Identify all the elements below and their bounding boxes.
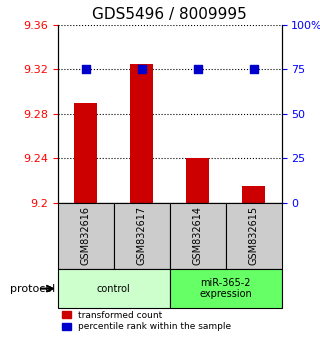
Text: miR-365-2
expression: miR-365-2 expression	[199, 278, 252, 299]
Point	[195, 67, 200, 72]
FancyBboxPatch shape	[226, 202, 282, 269]
Text: protocol: protocol	[10, 284, 55, 293]
Bar	[243, 186, 265, 202]
Text: GSM832615: GSM832615	[249, 206, 259, 266]
FancyBboxPatch shape	[114, 202, 170, 269]
Title: GDS5496 / 8009995: GDS5496 / 8009995	[92, 7, 247, 22]
Bar	[74, 103, 97, 202]
Text: GSM832617: GSM832617	[137, 206, 147, 266]
Legend: transformed count, percentile rank within the sample: transformed count, percentile rank withi…	[62, 310, 231, 331]
FancyBboxPatch shape	[58, 202, 114, 269]
Text: GSM832616: GSM832616	[81, 206, 91, 266]
FancyBboxPatch shape	[170, 269, 282, 308]
Point	[83, 67, 88, 72]
Point	[251, 67, 256, 72]
Bar	[186, 158, 209, 202]
Text: GSM832614: GSM832614	[193, 206, 203, 266]
Text: control: control	[97, 284, 131, 293]
Bar	[131, 64, 153, 202]
Point	[139, 67, 144, 72]
FancyBboxPatch shape	[58, 269, 170, 308]
FancyBboxPatch shape	[170, 202, 226, 269]
